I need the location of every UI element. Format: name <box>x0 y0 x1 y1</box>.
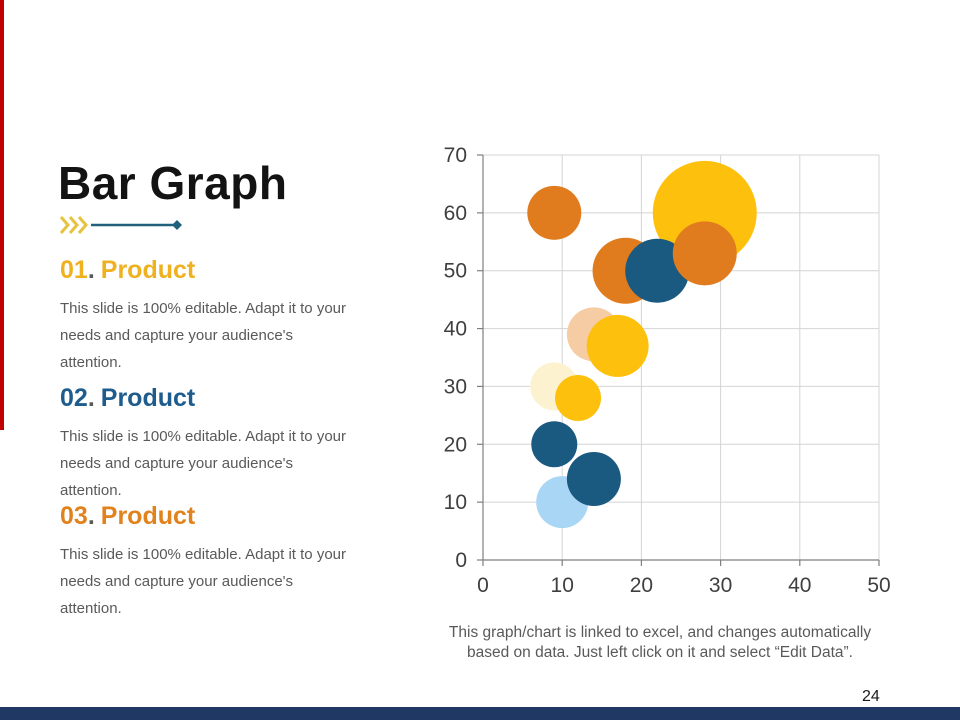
bottom-navy-bar <box>0 707 960 720</box>
body-line: needs and capture your audience's <box>60 327 294 344</box>
svg-text:70: 70 <box>444 144 467 167</box>
bubble-chart-area[interactable]: 0 10 20 30 40 50 60 70 0 10 20 30 40 50 <box>430 140 960 612</box>
page-title: Bar Graph <box>58 157 288 209</box>
svg-text:0: 0 <box>477 574 489 597</box>
body-line: This slide is 100% editable. Adapt it to… <box>60 300 346 317</box>
svg-text:30: 30 <box>444 375 467 398</box>
section-body: This slide is 100% editable. Adapt it to… <box>60 541 390 622</box>
bubble-yellow[interactable] <box>555 375 602 421</box>
svg-text:10: 10 <box>444 491 467 514</box>
caption-line-2: based on data. Just left click on it and… <box>467 644 853 661</box>
chevrons-icon <box>59 216 88 234</box>
body-line: This slide is 100% editable. Adapt it to… <box>60 546 346 563</box>
bubble-blue[interactable] <box>531 421 578 468</box>
section-label: Product <box>100 256 196 284</box>
body-line: This slide is 100% editable. Adapt it to… <box>60 428 346 445</box>
bubble-chart-svg[interactable]: 0 10 20 30 40 50 60 70 0 10 20 30 40 50 <box>430 140 960 612</box>
svg-text:20: 20 <box>630 574 653 597</box>
arrow-diamond-icon <box>172 220 182 230</box>
body-line: needs and capture your audience's <box>60 455 294 472</box>
svg-text:50: 50 <box>444 260 467 283</box>
body-line: needs and capture your audience's <box>60 573 294 590</box>
section-01-product: 01. Product This slide is 100% editable. … <box>60 254 390 376</box>
section-body: This slide is 100% editable. Adapt it to… <box>60 423 390 504</box>
body-line: attention. <box>60 600 122 617</box>
section-heading: 02. Product <box>60 382 390 414</box>
page-number: 24 <box>862 688 880 705</box>
left-red-accent-bar <box>0 0 4 430</box>
svg-text:60: 60 <box>444 202 467 225</box>
section-number: 02 <box>60 384 88 412</box>
body-line: attention. <box>60 354 122 371</box>
section-number: 03 <box>60 502 88 530</box>
section-period: . <box>87 384 95 412</box>
body-line: attention. <box>60 482 122 499</box>
section-02-product: 02. Product This slide is 100% editable. … <box>60 382 390 504</box>
bubble-blue[interactable] <box>566 452 621 506</box>
chart-caption: This graph/chart is linked to excel, and… <box>415 623 905 663</box>
section-body: This slide is 100% editable. Adapt it to… <box>60 295 390 376</box>
section-period: . <box>87 502 95 530</box>
section-label: Product <box>100 384 196 412</box>
svg-text:30: 30 <box>709 574 732 597</box>
section-period: . <box>87 256 95 284</box>
svg-text:40: 40 <box>788 574 811 597</box>
caption-line-1: This graph/chart is linked to excel, and… <box>448 624 872 641</box>
svg-text:0: 0 <box>455 549 467 572</box>
svg-text:10: 10 <box>551 574 574 597</box>
bubble-orange[interactable] <box>527 185 582 240</box>
svg-text:50: 50 <box>867 574 890 597</box>
title-underline-arrow <box>59 216 182 234</box>
section-label: Product <box>100 502 196 530</box>
section-03-product: 03. Product This slide is 100% editable. … <box>60 500 390 622</box>
section-number: 01 <box>60 256 88 284</box>
section-heading: 01. Product <box>60 254 390 286</box>
bubble-yellow[interactable] <box>586 314 649 377</box>
section-heading: 03. Product <box>60 500 390 532</box>
svg-text:40: 40 <box>444 318 467 341</box>
bubble-orange[interactable] <box>672 221 737 286</box>
svg-text:20: 20 <box>444 433 467 456</box>
